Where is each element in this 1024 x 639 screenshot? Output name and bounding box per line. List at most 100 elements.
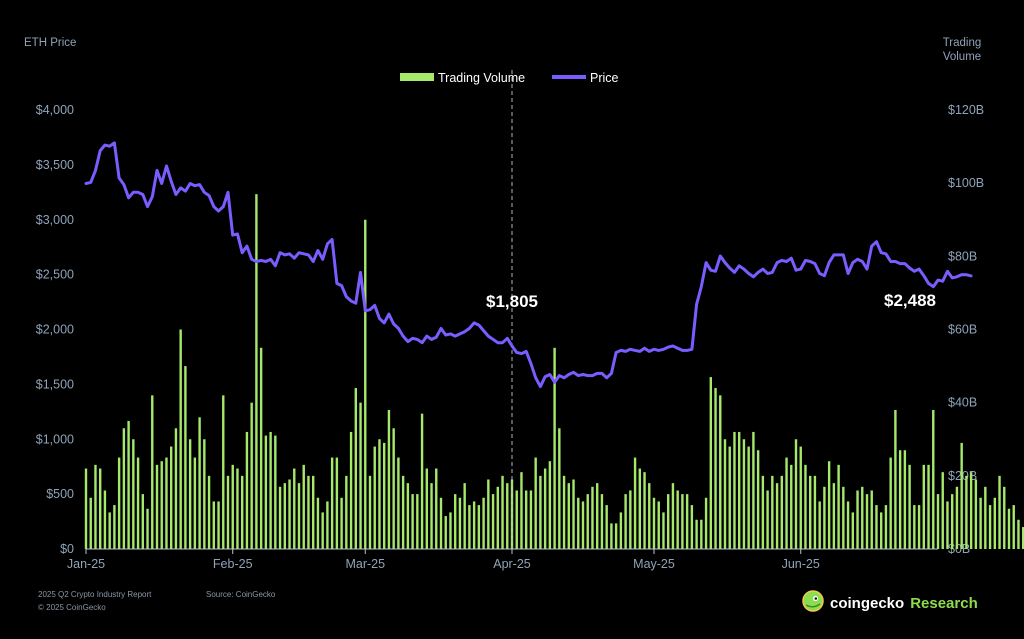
volume-bar	[747, 446, 750, 549]
volume-bar	[738, 431, 741, 549]
left-axis-tick-label: $500	[46, 487, 74, 501]
volume-bar	[728, 446, 731, 549]
volume-bar	[681, 494, 684, 549]
gecko-icon	[802, 590, 824, 616]
volume-bar	[378, 439, 381, 549]
volume-bar	[108, 512, 111, 549]
volume-bar	[89, 497, 92, 549]
volume-bar	[979, 497, 982, 549]
volume-bar	[922, 464, 925, 549]
volume-bar	[861, 486, 864, 549]
volume-bar	[823, 486, 826, 549]
volume-bar	[638, 468, 641, 549]
volume-bar	[165, 457, 168, 549]
volume-bar	[231, 464, 234, 549]
volume-bar	[719, 395, 722, 549]
volume-bar	[562, 475, 566, 549]
volume-bar	[969, 472, 973, 549]
volume-bar	[136, 457, 140, 549]
volume-bar	[539, 475, 542, 549]
volume-bar	[99, 468, 102, 549]
right-axis-title-line2: Volume	[942, 51, 982, 63]
left-axis-title: ETH Price	[24, 37, 77, 49]
volume-bar	[316, 497, 320, 549]
volume-bar	[543, 468, 547, 549]
volume-bar	[695, 519, 698, 549]
volume-bar	[103, 490, 107, 549]
legend: Trading Volume Price	[400, 71, 619, 85]
legend-price-swatch	[552, 75, 586, 79]
volume-bar	[951, 494, 954, 549]
volume-bar	[723, 439, 727, 549]
volume-bar	[984, 486, 987, 549]
volume-bar	[250, 402, 253, 549]
right-axis-tick-label: $120B	[948, 103, 984, 117]
volume-bar	[387, 409, 391, 549]
volume-bar	[610, 523, 613, 549]
volume-bar	[255, 194, 258, 549]
volume-bar	[932, 409, 935, 549]
legend-price-label: Price	[590, 71, 619, 85]
volume-bar	[766, 490, 769, 549]
volume-bar	[435, 468, 438, 549]
volume-bar	[241, 475, 244, 549]
volume-bar	[652, 497, 656, 549]
volume-bar	[827, 461, 831, 549]
volume-bar	[998, 475, 1001, 549]
right-axis-tick-label: $100B	[948, 176, 984, 190]
volume-bar	[865, 494, 869, 549]
volume-bar	[553, 347, 556, 549]
volume-bar	[614, 523, 618, 549]
x-axis-tick-label: Jan-25	[67, 557, 105, 571]
volume-bar	[714, 388, 717, 549]
footer-report: 2025 Q2 Crypto Industry Report	[38, 590, 152, 599]
volume-bar	[577, 497, 580, 549]
coingecko-research-logo: coingecko Research	[802, 590, 978, 616]
volume-bar	[1017, 519, 1020, 549]
volume-bar	[454, 494, 457, 549]
volume-bar	[283, 483, 286, 549]
volume-bar	[439, 497, 443, 549]
volume-bar	[468, 505, 471, 549]
volume-bar	[908, 464, 911, 549]
volume-bar	[1012, 505, 1015, 549]
volume-bar	[548, 461, 552, 549]
volume-bar	[809, 475, 812, 549]
volume-bar	[307, 475, 310, 549]
volume-bar	[936, 494, 940, 549]
volume-bar	[1022, 527, 1024, 549]
volume-bar	[491, 494, 495, 549]
brand-research: Research	[910, 594, 978, 612]
volume-bar	[804, 464, 807, 549]
volume-bar	[525, 490, 528, 549]
volume-bar	[534, 457, 537, 549]
volume-bar	[198, 417, 201, 549]
volume-bar	[312, 475, 315, 549]
volume-bar	[648, 483, 651, 549]
volume-bar	[222, 395, 225, 549]
left-axis-ticks: $0 $500 $1,000 $1,500 $2,000 $2,500 $3,000 $3,5…	[36, 103, 74, 556]
volume-bar	[898, 450, 902, 549]
volume-bar	[974, 479, 978, 549]
volume-bar	[293, 468, 296, 549]
volume-bar	[685, 494, 689, 549]
volume-bar	[690, 505, 694, 549]
volume-bar	[84, 468, 88, 549]
volume-bar	[264, 435, 268, 549]
volume-bar	[117, 457, 121, 549]
volume-bar	[340, 497, 343, 549]
volume-bar	[842, 486, 845, 549]
volume-bar	[619, 512, 623, 549]
volume-bar	[184, 366, 187, 549]
volume-bar	[742, 439, 746, 549]
volume-bar	[884, 505, 888, 549]
volume-bar	[269, 431, 272, 549]
volume-bar	[259, 347, 263, 549]
volume-bar	[903, 450, 907, 549]
volume-bar	[643, 472, 646, 549]
volume-bar	[113, 505, 116, 549]
volume-bar	[146, 508, 149, 549]
volume-bar	[288, 479, 291, 549]
volume-bar	[364, 219, 367, 549]
volume-bar	[406, 483, 410, 549]
